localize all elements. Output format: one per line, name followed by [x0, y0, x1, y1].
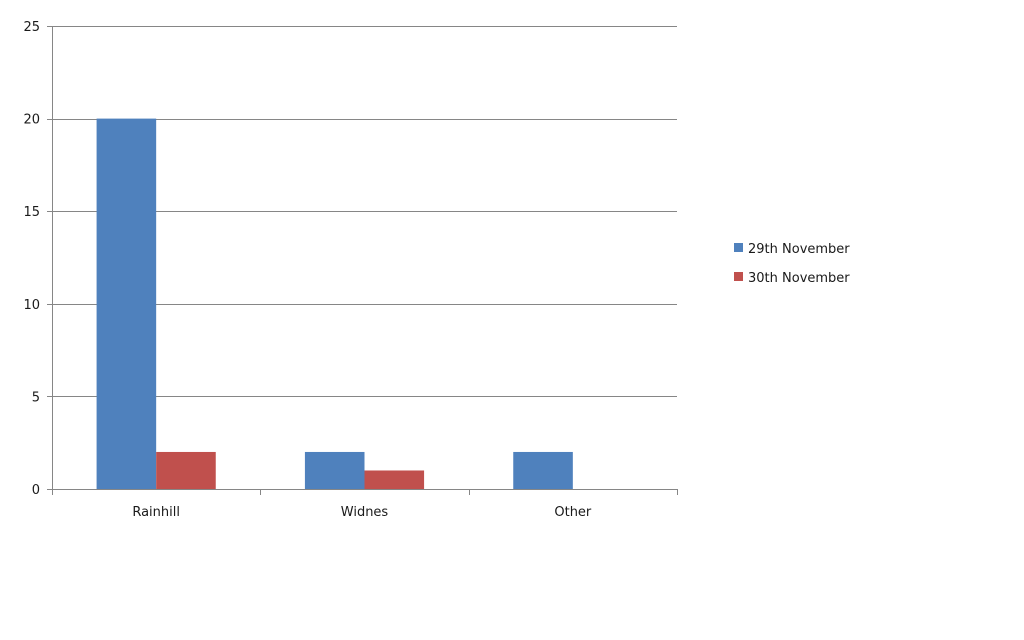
bar-30th-november-rainhill	[156, 451, 216, 489]
legend-swatch	[734, 243, 743, 252]
legend: 29th November 30th November	[734, 242, 850, 286]
y-tick-label: 20	[23, 113, 40, 128]
x-tick-labels: Rainhill Widnes Other	[132, 505, 592, 520]
y-tick-labels: 0 5 10 15 20 25	[23, 20, 40, 498]
bar-29th-november-other	[513, 451, 573, 489]
y-tick-label: 5	[32, 390, 40, 405]
legend-label: 29th November	[748, 242, 850, 257]
bar-29th-november-rainhill	[96, 118, 157, 489]
axes	[47, 26, 678, 495]
legend-label: 30th November	[748, 271, 850, 286]
bar-29th-november-widnes	[304, 451, 365, 489]
y-tick-label: 15	[23, 205, 40, 220]
x-tick-label: Widnes	[341, 505, 389, 520]
bars	[96, 118, 573, 489]
legend-swatch	[734, 272, 743, 281]
x-tick-label: Other	[554, 505, 592, 520]
bar-30th-november-widnes	[364, 470, 425, 489]
y-tick-label: 0	[32, 483, 40, 498]
y-tick-label: 10	[23, 298, 40, 313]
y-tick-label: 25	[23, 20, 40, 35]
x-tick-label: Rainhill	[132, 505, 180, 520]
